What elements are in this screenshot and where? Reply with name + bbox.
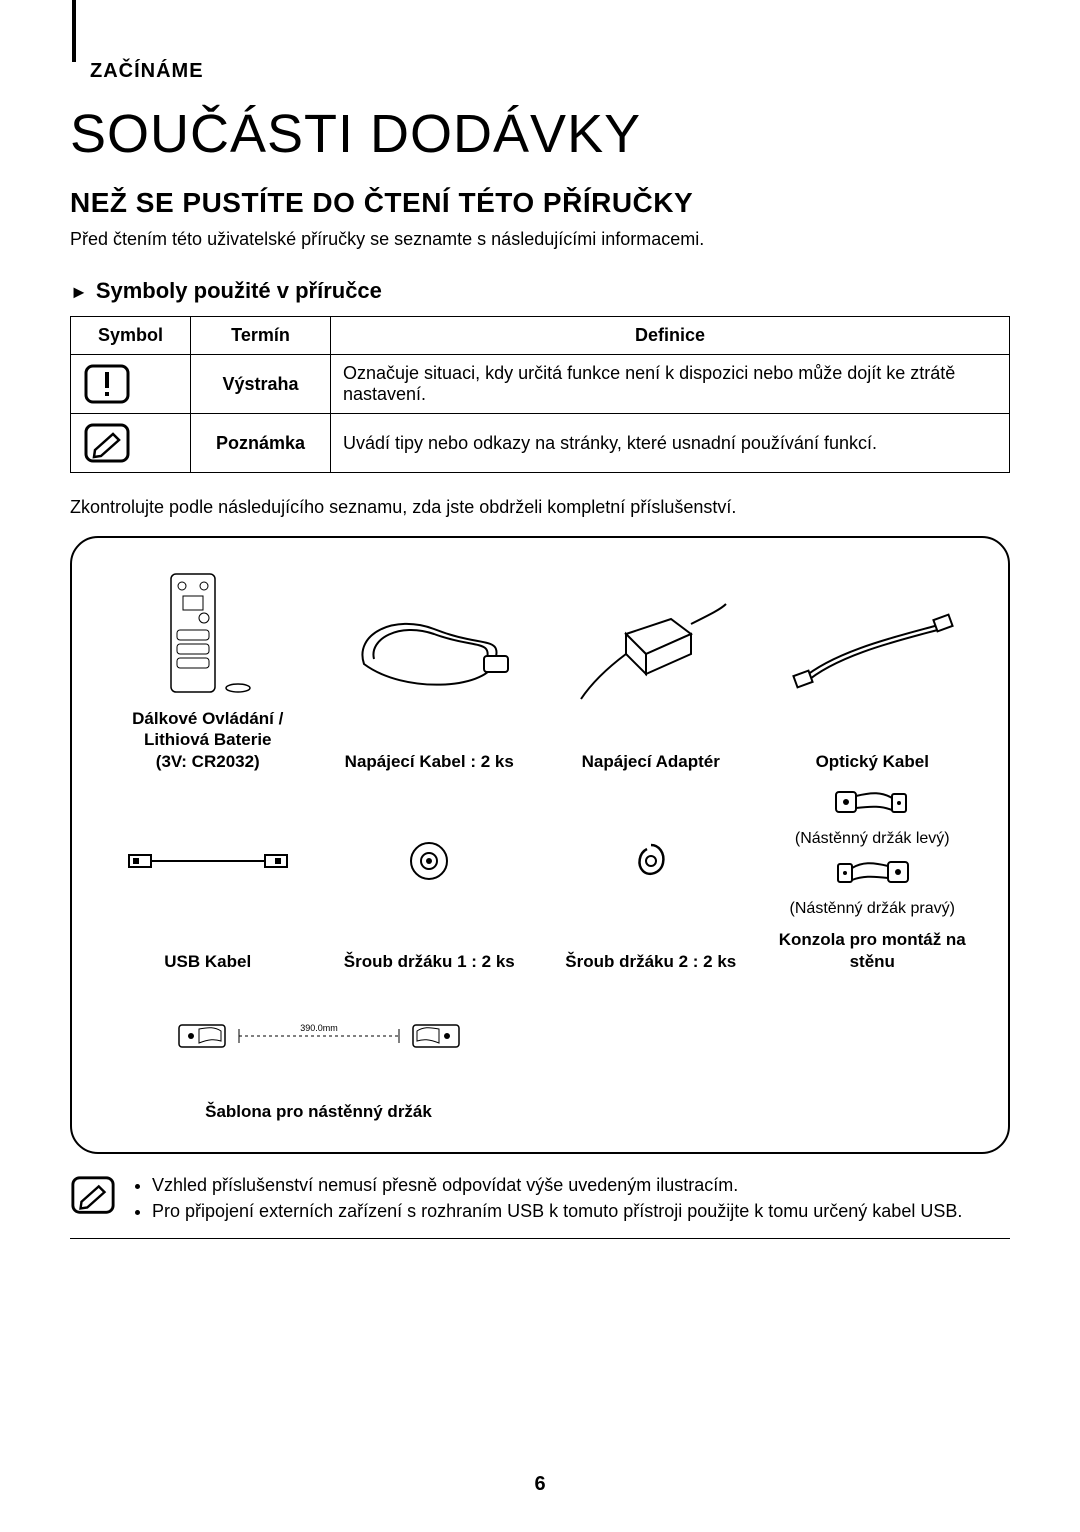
acc-usb: USB Kabel: [102, 782, 314, 972]
page-number: 6: [0, 1473, 1080, 1496]
acc-optical: Optický Kabel: [767, 568, 979, 772]
usb-cable-icon: [102, 782, 314, 941]
th-term: Termín: [191, 317, 331, 355]
acc-template: 390.0mm Šablona pro nástěnný držák: [102, 982, 535, 1122]
note-row: Vzhled příslušenství nemusí přesně odpov…: [70, 1172, 1010, 1239]
acc-label: Napájecí Adaptér: [582, 751, 720, 772]
acc-label: Konzola pro montáž na stěnu: [779, 929, 966, 972]
check-text: Zkontrolujte podle následujícího seznamu…: [70, 497, 1010, 518]
acc-label: Optický Kabel: [816, 751, 929, 772]
note-item: Pro připojení externích zařízení s rozhr…: [152, 1198, 962, 1224]
acc-screw2: Šroub držáku 2 : 2 ks: [545, 782, 757, 972]
adapter-icon: [545, 568, 757, 741]
note-list: Vzhled příslušenství nemusí přesně odpov…: [134, 1172, 962, 1224]
note-icon-box: [70, 1172, 116, 1218]
acc-label: Napájecí Kabel : 2 ks: [345, 751, 514, 772]
template-icon: 390.0mm: [102, 982, 535, 1091]
template-dim: 390.0mm: [300, 1023, 338, 1033]
acc-power-cable: Napájecí Kabel : 2 ks: [324, 568, 536, 772]
caution-icon-cell: [71, 355, 191, 414]
term-cell: Výstraha: [191, 355, 331, 414]
bracket-left-label: (Nástěnný držák levý): [795, 830, 950, 848]
symbols-heading: Symboly použité v příručce: [70, 278, 1010, 304]
optical-cable-icon: [767, 568, 979, 741]
definition-cell: Označuje situaci, kdy určitá funkce není…: [331, 355, 1010, 414]
note-icon: [83, 422, 131, 464]
table-row: Poznámka Uvádí tipy nebo odkazy na strán…: [71, 414, 1010, 473]
th-definition: Definice: [331, 317, 1010, 355]
note-icon: [70, 1174, 116, 1216]
screw2-icon: [545, 782, 757, 941]
accessories-grid: Dálkové Ovládání / Lithiová Baterie (3V:…: [102, 568, 978, 1122]
th-symbol: Symbol: [71, 317, 191, 355]
acc-label: Šablona pro nástěnný držák: [205, 1101, 432, 1122]
acc-label: Šroub držáku 1 : 2 ks: [344, 951, 515, 972]
acc-wall-bracket: (Nástěnný držák levý) (Nástěnný držák pr…: [767, 782, 979, 972]
remote-icon: [102, 568, 314, 698]
note-icon-cell: [71, 414, 191, 473]
acc-adapter: Napájecí Adaptér: [545, 568, 757, 772]
header-rule: [72, 0, 76, 62]
acc-label: Šroub držáku 2 : 2 ks: [565, 951, 736, 972]
power-cable-icon: [324, 568, 536, 741]
symbols-table: Symbol Termín Definice Výstraha Označuje…: [70, 316, 1010, 473]
triangle-icon: [70, 278, 96, 303]
table-row: Výstraha Označuje situaci, kdy určitá fu…: [71, 355, 1010, 414]
term-cell: Poznámka: [191, 414, 331, 473]
caution-icon: [83, 363, 131, 405]
screw1-icon: [324, 782, 536, 941]
bracket-right-label: (Nástěnný držák pravý): [790, 900, 955, 918]
page-title: SOUČÁSTI DODÁVKY: [70, 103, 1010, 165]
definition-cell: Uvádí tipy nebo odkazy na stránky, které…: [331, 414, 1010, 473]
acc-label: Dálkové Ovládání / Lithiová Baterie (3V:…: [132, 708, 283, 772]
note-item: Vzhled příslušenství nemusí přesně odpov…: [152, 1172, 962, 1198]
symbols-heading-text: Symboly použité v příručce: [96, 278, 382, 303]
intro-text: Před čtením této uživatelské příručky se…: [70, 229, 1010, 250]
acc-remote: Dálkové Ovládání / Lithiová Baterie (3V:…: [102, 568, 314, 772]
accessories-box: Dálkové Ovládání / Lithiová Baterie (3V:…: [70, 536, 1010, 1154]
acc-label: USB Kabel: [164, 951, 251, 972]
section-label: ZAČÍNÁME: [90, 60, 1010, 83]
sub-title: NEŽ SE PUSTÍTE DO ČTENÍ TÉTO PŘÍRUČKY: [70, 187, 1010, 219]
wall-bracket-icon: (Nástěnný držák levý) (Nástěnný držák pr…: [767, 782, 979, 920]
acc-screw1: Šroub držáku 1 : 2 ks: [324, 782, 536, 972]
